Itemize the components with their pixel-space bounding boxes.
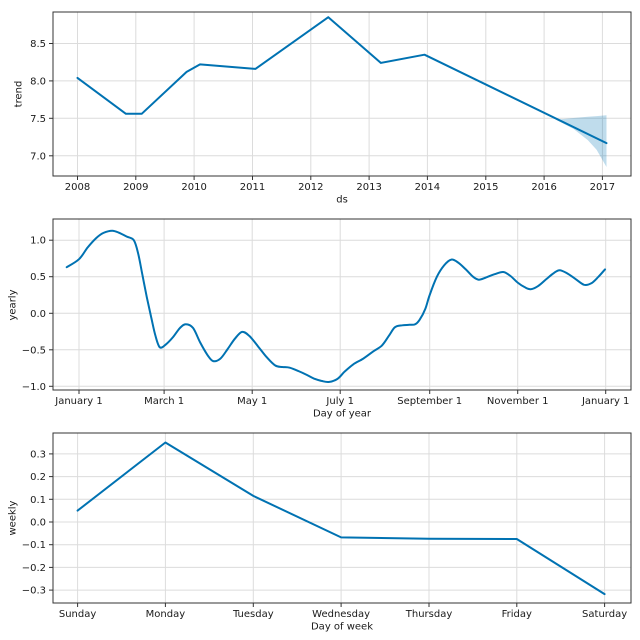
x-tick-label: 2013	[356, 182, 381, 193]
axes-spines	[52, 11, 632, 177]
y-tick-label: 0.0	[30, 518, 46, 529]
y-tick-label: 0.2	[30, 472, 46, 483]
y-tick-label: −0.1	[22, 540, 46, 551]
yearly-panel: January 1 March 1 May 1 July 1 September 1 No…	[22, 218, 632, 407]
y-tick-label: 0.3	[30, 449, 46, 460]
uncertainty-band	[555, 115, 607, 167]
x-tick-label: November 1	[487, 396, 549, 407]
x-tick-label: 2008	[65, 182, 90, 193]
x-tick-label: 2012	[298, 182, 323, 193]
y-tick-label: 7.5	[30, 114, 46, 125]
yearly-ylabel: yearly	[7, 288, 19, 321]
x-tick-label: January 1	[54, 396, 102, 407]
y-tick-label: 8.5	[30, 39, 46, 50]
weekly-line	[76, 441, 606, 596]
y-tick-label: −0.2	[22, 563, 46, 574]
trend-ylabel: trend	[13, 80, 25, 108]
ds-xlabel: ds	[336, 194, 348, 206]
x-tick-label: Saturday	[582, 609, 627, 620]
x-tick-label: 2015	[473, 182, 498, 193]
yearly-line	[65, 229, 606, 384]
x-tick-label: Friday	[502, 609, 532, 620]
y-tick-label: −1.0	[22, 382, 46, 393]
x-tick-label: Thursday	[405, 609, 453, 620]
x-tick-label: January 1	[581, 396, 629, 407]
x-tick-label: 2017	[590, 182, 615, 193]
axes-spines	[52, 218, 632, 391]
x-tick-label: Tuesday	[232, 609, 274, 620]
trend-panel: 2008 2009 2010 2011 2012 2013 2014 2015 2016 2017…	[30, 11, 632, 193]
x-tick-label: 2016	[531, 182, 556, 193]
x-tick-label: Sunday	[59, 609, 96, 620]
x-tick-label: 2009	[123, 182, 148, 193]
y-tick-label: 8.0	[30, 76, 46, 87]
x-tick-label: 2010	[181, 182, 206, 193]
axes-spines	[52, 432, 632, 604]
day-of-week-xlabel: Day of week	[310, 621, 374, 633]
weekly-panel: Sunday Monday Tuesday Wednesday Thursday Frid…	[22, 432, 632, 620]
y-tick-label: 1.0	[30, 236, 46, 247]
x-tick-label: 2014	[415, 182, 440, 193]
y-tick-label: 0.5	[30, 272, 46, 283]
weekly-ylabel: weekly	[7, 500, 19, 536]
y-tick-label: 0.0	[30, 309, 46, 320]
y-tick-label: 7.0	[30, 151, 46, 162]
x-tick-label: Wednesday	[312, 609, 370, 620]
x-tick-label: July 1	[325, 396, 354, 407]
x-tick-label: 2011	[240, 182, 265, 193]
x-tick-label: Monday	[146, 609, 186, 620]
x-tick-label: May 1	[237, 396, 267, 407]
y-tick-label: −0.5	[22, 345, 46, 356]
y-tick-label: 0.1	[30, 495, 46, 506]
trend-line	[76, 16, 608, 145]
y-tick-label: −0.3	[22, 586, 46, 597]
x-tick-label: September 1	[397, 396, 462, 407]
day-of-year-xlabel: Day of year	[312, 408, 372, 420]
x-tick-label: March 1	[144, 396, 184, 407]
